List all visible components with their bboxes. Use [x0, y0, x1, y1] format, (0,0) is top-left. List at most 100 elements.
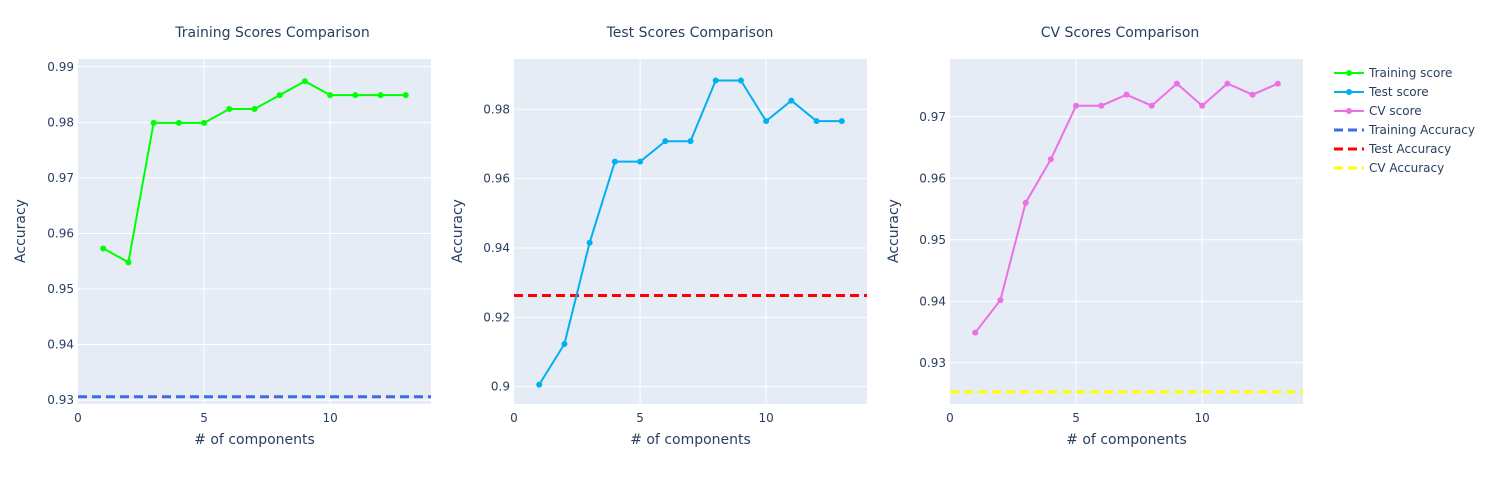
data-point	[402, 92, 409, 99]
x-tick-label: 10	[759, 411, 774, 425]
data-point	[1098, 102, 1105, 109]
x-tick-label: 0	[74, 411, 82, 425]
data-point	[1047, 156, 1054, 163]
x-axis-title: # of components	[194, 432, 315, 448]
x-tick-label: 0	[510, 411, 518, 425]
data-point	[687, 138, 694, 145]
y-tick-label: 0.97	[47, 171, 74, 185]
y-tick-label: 0.94	[47, 338, 74, 352]
x-tick-label: 5	[1072, 411, 1080, 425]
data-point	[175, 119, 182, 126]
legend-item: CV score	[1334, 104, 1422, 118]
y-tick-label: 0.9	[491, 380, 510, 394]
y-tick-label: 0.96	[47, 226, 74, 240]
data-point	[1022, 199, 1029, 206]
subplot-cv: 0 5 10 0.93 0.94 0.95 0.96 0.97 CV Scores Compa…	[886, 25, 1303, 448]
y-axis-title: Accuracy	[886, 199, 902, 263]
y-tick-label: 0.97	[919, 110, 946, 124]
x-axis-title: # of components	[1066, 432, 1187, 448]
data-point	[251, 106, 258, 112]
y-axis-title: Accuracy	[450, 199, 466, 263]
data-point	[997, 297, 1004, 304]
data-point	[301, 78, 308, 85]
data-point	[1123, 91, 1130, 98]
data-point	[536, 381, 543, 388]
data-point	[1274, 80, 1281, 87]
plot-background	[514, 59, 867, 404]
x-axis-title: # of components	[630, 432, 751, 448]
data-point	[1224, 80, 1231, 87]
y-tick-label: 0.95	[47, 282, 74, 296]
x-tick-label: 10	[1195, 411, 1210, 425]
y-tick-label: 0.92	[483, 310, 510, 324]
data-point	[561, 341, 568, 348]
data-point	[586, 239, 593, 246]
y-tick-label: 0.98	[47, 115, 74, 129]
data-point	[838, 118, 845, 125]
data-point	[1173, 80, 1180, 87]
legend-item: Test score	[1334, 85, 1429, 99]
y-axis-title: Accuracy	[13, 199, 29, 263]
data-point	[150, 119, 157, 126]
legend-label: Test score	[1368, 85, 1429, 99]
data-point	[737, 77, 744, 84]
subplot-test: 0 5 10 0.9 0.92 0.94 0.96 0.98 Test Scores Comp…	[450, 25, 867, 448]
data-point	[377, 92, 384, 99]
x-tick-label: 0	[946, 411, 954, 425]
x-tick-label: 5	[636, 411, 644, 425]
plot-background	[78, 59, 431, 404]
legend-item: Test Accuracy	[1334, 142, 1451, 156]
plot-area: 0 5 10 0.93 0.94 0.95 0.96 0.97 0.98 0.99	[47, 59, 431, 425]
y-tick-label: 0.99	[47, 60, 74, 74]
legend-marker	[1346, 70, 1352, 76]
legend-label: Training Accuracy	[1368, 123, 1475, 137]
data-point	[100, 245, 107, 252]
data-point	[712, 77, 719, 84]
data-point	[611, 158, 618, 165]
data-point	[813, 118, 820, 125]
subplot-title: Training Scores Comparison	[174, 25, 369, 41]
data-point	[226, 106, 233, 112]
legend: Training score Test score CV score Training…	[1334, 66, 1475, 175]
legend-item: CV Accuracy	[1334, 161, 1444, 175]
data-point	[1249, 91, 1256, 98]
legend-marker	[1346, 108, 1352, 114]
legend-marker	[1346, 89, 1352, 95]
data-point	[352, 92, 359, 99]
data-point	[125, 259, 132, 266]
data-point	[327, 92, 334, 99]
data-point	[763, 118, 770, 125]
data-point	[637, 158, 644, 165]
data-point	[1073, 102, 1080, 109]
data-point	[201, 119, 208, 126]
data-point	[1199, 102, 1206, 109]
y-tick-label: 0.98	[483, 102, 510, 116]
y-tick-label: 0.96	[483, 172, 510, 186]
y-tick-label: 0.93	[47, 393, 74, 407]
x-tick-label: 5	[200, 411, 208, 425]
y-tick-label: 0.93	[919, 356, 946, 370]
data-point	[972, 329, 979, 336]
legend-item: Training Accuracy	[1334, 123, 1475, 137]
legend-label: Training score	[1368, 66, 1452, 80]
legend-label: CV Accuracy	[1369, 161, 1444, 175]
plot-background	[950, 59, 1303, 404]
plot-area: 0 5 10 0.93 0.94 0.95 0.96 0.97	[919, 59, 1303, 425]
data-point	[1148, 102, 1155, 109]
subplot-training: 0 5 10 0.93 0.94 0.95 0.96 0.97 0.98 0.99 Trainin…	[13, 25, 431, 448]
legend-item: Training score	[1334, 66, 1452, 80]
y-tick-label: 0.94	[483, 241, 510, 255]
data-point	[276, 92, 283, 99]
subplot-title: Test Scores Comparison	[606, 25, 774, 41]
y-tick-label: 0.95	[919, 233, 946, 247]
legend-label: Test Accuracy	[1368, 142, 1451, 156]
data-point	[662, 138, 669, 145]
data-point	[788, 97, 795, 104]
x-tick-label: 10	[323, 411, 338, 425]
y-tick-label: 0.96	[919, 171, 946, 185]
y-tick-label: 0.94	[919, 294, 946, 308]
legend-label: CV score	[1369, 104, 1422, 118]
plot-area: 0 5 10 0.9 0.92 0.94 0.96 0.98	[483, 59, 867, 425]
